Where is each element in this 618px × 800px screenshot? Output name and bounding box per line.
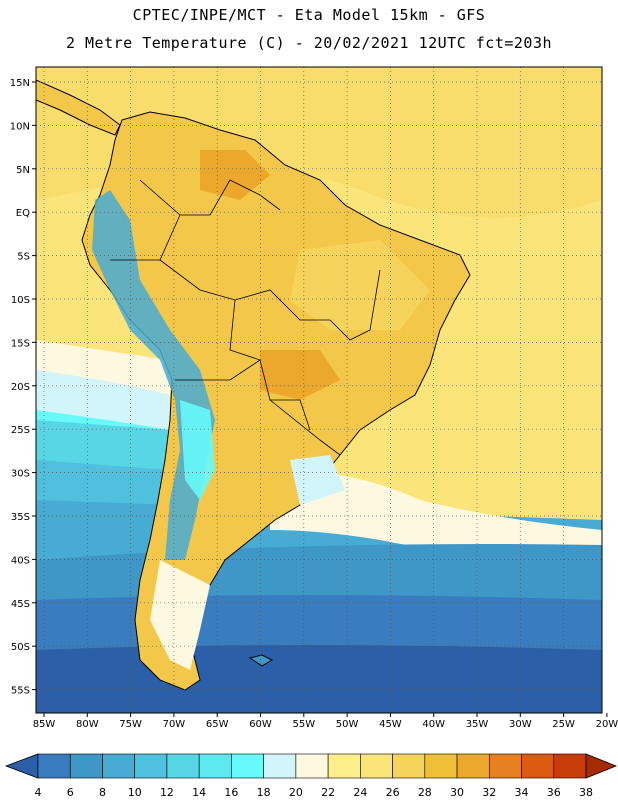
lon-tick-label: 40W <box>422 719 445 730</box>
colorbar-label: 32 <box>482 786 496 799</box>
colorbar-segment <box>392 753 426 779</box>
lon-tick-label: 55W <box>292 719 315 730</box>
colorbar-segment <box>488 753 522 779</box>
lon-tick-label: 45W <box>379 719 402 730</box>
colorbar-label: 38 <box>579 786 593 799</box>
lat-tick-label: 10N <box>10 121 30 132</box>
lat-tick-label: 25S <box>11 425 30 436</box>
colorbar-label: 30 <box>450 786 464 799</box>
country-borders <box>110 179 381 456</box>
ocean-band-16 <box>36 420 170 470</box>
lat-tick-label: 50S <box>11 642 30 653</box>
colorbar-label: 12 <box>160 786 174 799</box>
lat-tick-label: 5N <box>16 165 30 176</box>
colorbar-segment <box>553 753 587 779</box>
colorbar-segment <box>360 753 393 779</box>
lon-tick-label: 75W <box>119 719 142 730</box>
lat-tick-label: 20S <box>11 382 30 393</box>
ocean-north-band <box>36 67 602 218</box>
map-title-line2: 2 Metre Temperature (C) - 20/02/2021 12U… <box>65 34 553 52</box>
map-frame <box>35 66 603 714</box>
colorbar-label: 36 <box>547 786 561 799</box>
lon-tick-label: 65W <box>206 719 229 730</box>
map-field <box>36 67 602 713</box>
colorbar-segment <box>327 753 361 779</box>
longitude-axis: 85W 80W 75W 70W 65W 60W 55W 50W 45W 40W 35W 30W 25W 2… <box>33 713 618 730</box>
lat-tick-label: 45S <box>11 599 30 610</box>
lon-tick-label: 70W <box>163 719 186 730</box>
colorbar-segment <box>166 753 200 779</box>
colorbar-label: 6 <box>67 786 74 799</box>
lon-tick-label: 50W <box>336 719 359 730</box>
colorbar-segment <box>198 753 232 779</box>
colorbar-label: 10 <box>128 786 142 799</box>
colorbar-label: 14 <box>192 786 206 799</box>
colorbar-label: 20 <box>289 786 303 799</box>
lon-tick-label: 60W <box>249 719 272 730</box>
warm-paraguay <box>260 350 340 400</box>
ocean-band-6 <box>36 645 602 713</box>
colorbar-segment <box>521 753 555 779</box>
colorbar-segment <box>134 753 168 779</box>
falkland-islands <box>248 654 274 667</box>
colorbar-label: 26 <box>386 786 400 799</box>
colorbar-label: 8 <box>99 786 106 799</box>
brazil-interior <box>290 240 430 330</box>
ocean-band-22b <box>270 473 602 560</box>
colorbar-label: 34 <box>515 786 529 799</box>
lon-tick-label: 35W <box>466 719 489 730</box>
colorbar: 4 6 8 10 12 14 16 18 20 22 24 26 28 30 32 34 36 38 <box>4 753 618 799</box>
lat-tick-label: 40S <box>11 555 30 566</box>
colorbar-left-arrow <box>4 753 39 779</box>
colorbar-segment <box>231 753 264 779</box>
lat-tick-label: 5S <box>17 252 30 263</box>
lon-tick-label: 80W <box>76 719 99 730</box>
colorbar-segment <box>102 753 136 779</box>
colorbar-right-arrow <box>585 753 618 779</box>
lat-tick-label: 10S <box>11 295 30 306</box>
lat-tick-label: 15N <box>10 78 30 89</box>
lat-tick-label: 55S <box>11 686 30 697</box>
lat-tick-label: 30S <box>11 469 30 480</box>
lon-tick-label: 25W <box>552 719 575 730</box>
colorbar-segment <box>69 753 103 779</box>
lat-tick-label: 35S <box>11 512 30 523</box>
patagonia <box>150 560 210 670</box>
lon-tick-label: 20W <box>596 719 618 730</box>
colorbar-label: 18 <box>257 786 271 799</box>
colorbar-label: 4 <box>35 786 42 799</box>
lat-tick-label: EQ <box>16 208 30 219</box>
colorbar-label: 24 <box>353 786 367 799</box>
colorbar-label: 22 <box>321 786 335 799</box>
map-title-line1: CPTEC/INPE/MCT - Eta Model 15km - GFS <box>132 6 486 24</box>
lat-tick-label: 15S <box>11 338 30 349</box>
colorbar-segment <box>263 753 297 779</box>
colorbar-label: 28 <box>418 786 432 799</box>
lon-tick-label: 85W <box>33 719 56 730</box>
colorbar-segment <box>37 753 71 779</box>
lon-tick-label: 30W <box>509 719 532 730</box>
andes-cool-core <box>180 400 215 500</box>
colorbar-segment <box>295 753 329 779</box>
colorbar-segment <box>424 753 458 779</box>
colorbar-label: 16 <box>224 786 238 799</box>
latitude-axis: 15N 10N 5N EQ 5S 10S 15S 20S 25S 30S 35S 40S 45S 50S 5… <box>10 78 36 697</box>
colorbar-segment <box>456 753 490 779</box>
